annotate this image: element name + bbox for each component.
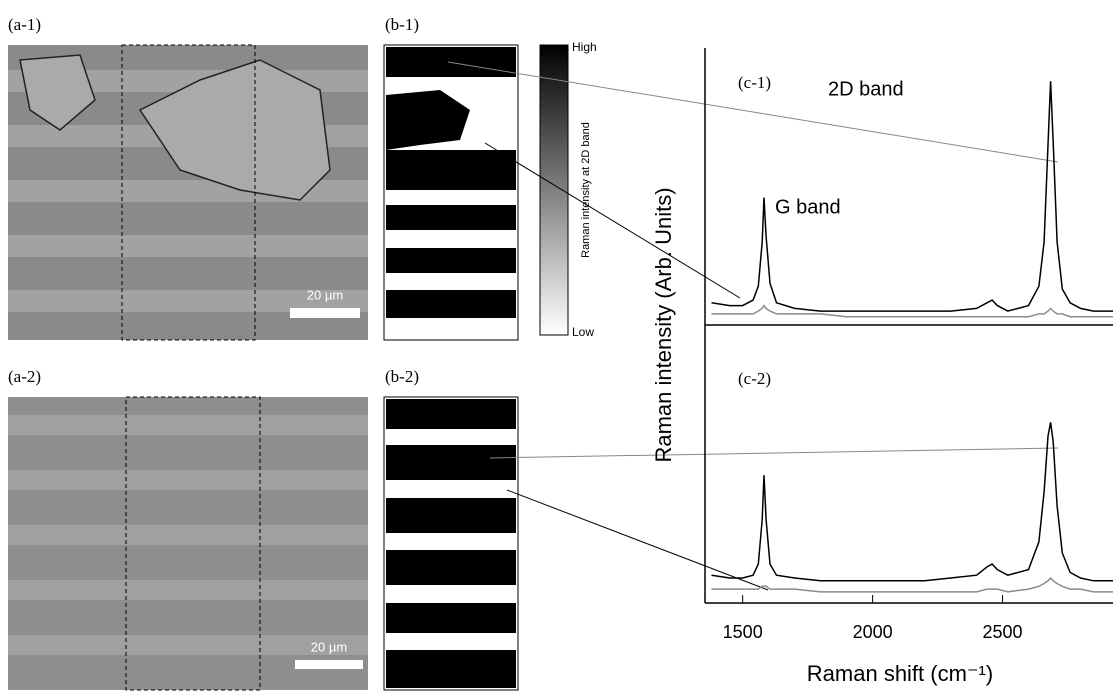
annotation: G band — [775, 196, 841, 218]
colorbar — [539, 44, 569, 336]
y-axis-label: Raman intensity (Arb. Units) — [651, 187, 676, 462]
panel-label: (a-1) — [8, 15, 41, 34]
panel-label: (c-2) — [738, 369, 771, 388]
x-tick-label: 1500 — [723, 622, 763, 642]
annotation: 2D band — [828, 78, 904, 100]
map-b1 — [383, 44, 519, 341]
scale-label: 20 µm — [311, 639, 347, 654]
panel-label: (b-2) — [385, 367, 419, 386]
colorbar-low: Low — [572, 325, 594, 339]
x-axis-label: Raman shift (cm⁻¹) — [807, 661, 993, 686]
spectrum-line — [711, 422, 1113, 582]
micrograph-a1 — [8, 44, 368, 341]
spectra: 1500 2000 2500 Raman shift (cm⁻¹) — [704, 48, 1113, 686]
scale-label: 20 µm — [307, 287, 343, 302]
spectrum-line — [711, 304, 1113, 318]
connectors — [447, 61, 1059, 591]
micrograph-a2 — [8, 396, 368, 691]
panel-label: (a-2) — [8, 367, 41, 386]
colorbar-label: Raman intensity at 2D band — [580, 122, 592, 258]
x-tick-label: 2000 — [853, 622, 893, 642]
colorbar-high: High — [572, 40, 597, 54]
spectrum-line — [711, 576, 1113, 593]
map-b2 — [383, 396, 519, 691]
panel-label: (b-1) — [385, 15, 419, 34]
panel-label: (c-1) — [738, 73, 771, 92]
spectrum-line — [711, 81, 1113, 312]
x-tick-label: 2500 — [983, 622, 1023, 642]
